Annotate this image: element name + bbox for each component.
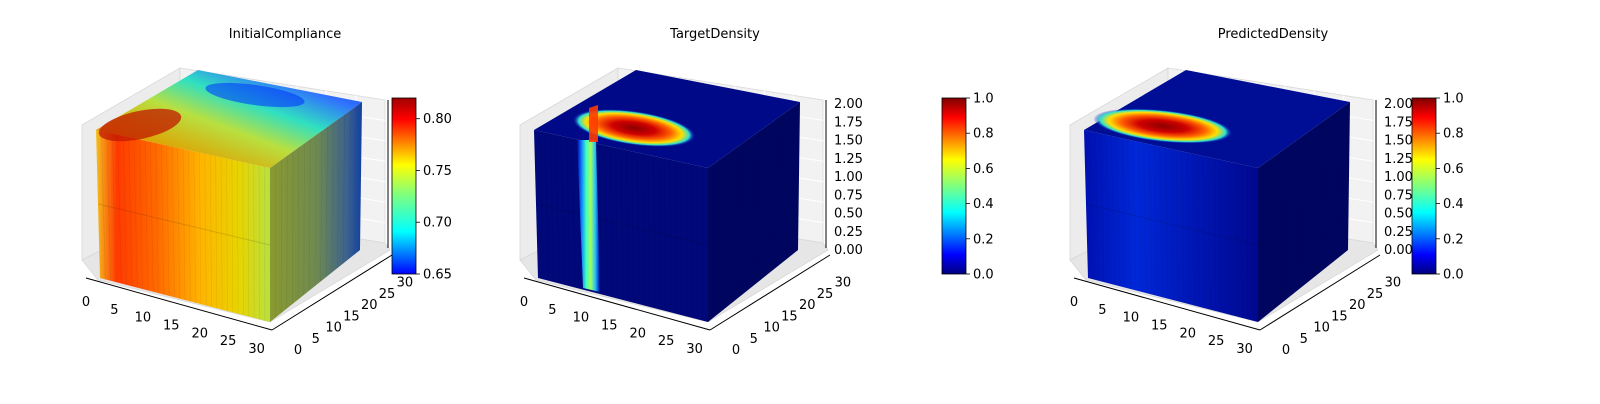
y-tick-label: 30: [835, 276, 852, 291]
z-tick-label: 1.00: [1384, 170, 1413, 185]
z-tick-label: 0.75: [834, 188, 863, 203]
z-tick-label: 0.50: [1384, 207, 1413, 222]
x-tick-label: 20: [191, 326, 208, 341]
x-tick-label: 30: [1236, 342, 1253, 357]
voxel-line: [293, 152, 294, 305]
colorbar-tick-label: 0.6: [973, 162, 994, 177]
x-tick-label: 10: [135, 311, 152, 326]
x-tick-label: 20: [629, 326, 646, 341]
z-tick-label: 1.75: [834, 115, 863, 130]
x-tick-label: 10: [1123, 311, 1140, 326]
z-tick-label: 0.50: [834, 207, 863, 222]
colorbar-tick-label: 0.2: [1443, 232, 1464, 247]
y-tick-label: 20: [1349, 298, 1366, 313]
x-tick-label: 5: [1098, 303, 1106, 318]
colorbar-tick-label: 0.6: [1443, 162, 1464, 177]
x-tick-label: 20: [1179, 326, 1196, 341]
y-tick-label: 5: [1300, 332, 1308, 347]
y-tick-label: 25: [817, 287, 834, 302]
y-tick-label: 20: [799, 298, 816, 313]
y-tick-label: 25: [379, 287, 396, 302]
z-tick-label: 2.00: [1384, 97, 1413, 112]
y-tick-label: 5: [312, 332, 320, 347]
colorbar-tick-label: 0.80: [423, 112, 452, 127]
y-tick-label: 0: [1282, 343, 1290, 358]
colorbar-tick-label: 1.0: [1443, 92, 1464, 107]
x-tick-label: 25: [1208, 334, 1225, 349]
x-tick-label: 30: [248, 342, 265, 357]
y-tick-label: 15: [781, 309, 798, 324]
panel-title: TargetDensity: [669, 27, 760, 42]
x-tick-label: 25: [658, 334, 675, 349]
x-tick-label: 0: [520, 295, 528, 310]
colorbar-tick-label: 1.0: [973, 92, 994, 107]
z-tick-label: 1.50: [1384, 134, 1413, 149]
colorbar-tick-label: 0.0: [973, 268, 994, 283]
z-tick-label: 1.00: [834, 170, 863, 185]
colorbar-tick-label: 0.4: [973, 197, 994, 212]
x-tick-label: 0: [82, 295, 90, 310]
x-tick-label: 5: [548, 303, 556, 318]
colorbar-gradient: [1412, 98, 1436, 274]
colorbar-tick-label: 0.65: [423, 268, 452, 283]
density-column-top: [589, 105, 598, 142]
y-tick-label: 30: [397, 276, 414, 291]
y-tick-label: 0: [294, 343, 302, 358]
y-tick-label: 5: [750, 332, 758, 347]
colorbar-tick-label: 0.0: [1443, 268, 1464, 283]
colorbar: 0.65 0.70 0.75 0.80: [392, 98, 452, 283]
x-tick-label: 0: [1070, 295, 1078, 310]
panel-title: PredictedDensity: [1218, 27, 1329, 42]
colorbar: 0.0 0.2 0.4 0.6 0.8 1.0: [1412, 92, 1464, 283]
y-tick-label: 0: [732, 343, 740, 358]
y-tick-label: 30: [1385, 276, 1402, 291]
x-tick-label: 15: [601, 318, 618, 333]
y-tick-label: 25: [1367, 287, 1384, 302]
panel-title: InitialCompliance: [229, 27, 342, 42]
y-tick-label: 15: [1331, 309, 1348, 324]
y-tick-label: 10: [325, 321, 342, 336]
z-tick-label: 0.75: [1384, 188, 1413, 203]
colorbar-tick-label: 0.70: [423, 216, 452, 231]
x-tick-label: 5: [110, 303, 118, 318]
x-tick-label: 15: [1151, 318, 1168, 333]
colorbar-tick-label: 0.4: [1443, 197, 1464, 212]
z-tick-label: 0.25: [834, 225, 863, 240]
colorbar-tick-label: 0.75: [423, 164, 452, 179]
x-tick-label: 25: [220, 334, 237, 349]
x-tick-label: 30: [686, 342, 703, 357]
y-tick-label: 10: [1313, 321, 1330, 336]
z-tick-label: 1.75: [1384, 115, 1413, 130]
colorbar: 0.0 0.2 0.4 0.6 0.8 1.0: [942, 92, 994, 283]
z-tick-label: 0.00: [834, 243, 863, 258]
y-tick-label: 20: [361, 298, 378, 313]
z-tick-label: 1.25: [1384, 152, 1413, 167]
z-tick-label: 1.50: [834, 134, 863, 149]
colorbar-tick-label: 0.8: [1443, 127, 1464, 142]
z-tick-label: 2.00: [834, 97, 863, 112]
z-tick-label: 1.25: [834, 152, 863, 167]
colorbar-tick-label: 0.2: [973, 232, 994, 247]
y-tick-label: 10: [763, 321, 780, 336]
z-tick-label: 0.25: [1384, 225, 1413, 240]
x-tick-label: 15: [163, 318, 180, 333]
colorbar-tick-label: 0.8: [973, 127, 994, 142]
y-tick-label: 15: [343, 309, 360, 324]
colorbar-gradient: [392, 98, 416, 274]
colorbar-gradient: [942, 98, 966, 274]
z-tick-label: 0.00: [1384, 243, 1413, 258]
x-tick-label: 10: [573, 311, 590, 326]
